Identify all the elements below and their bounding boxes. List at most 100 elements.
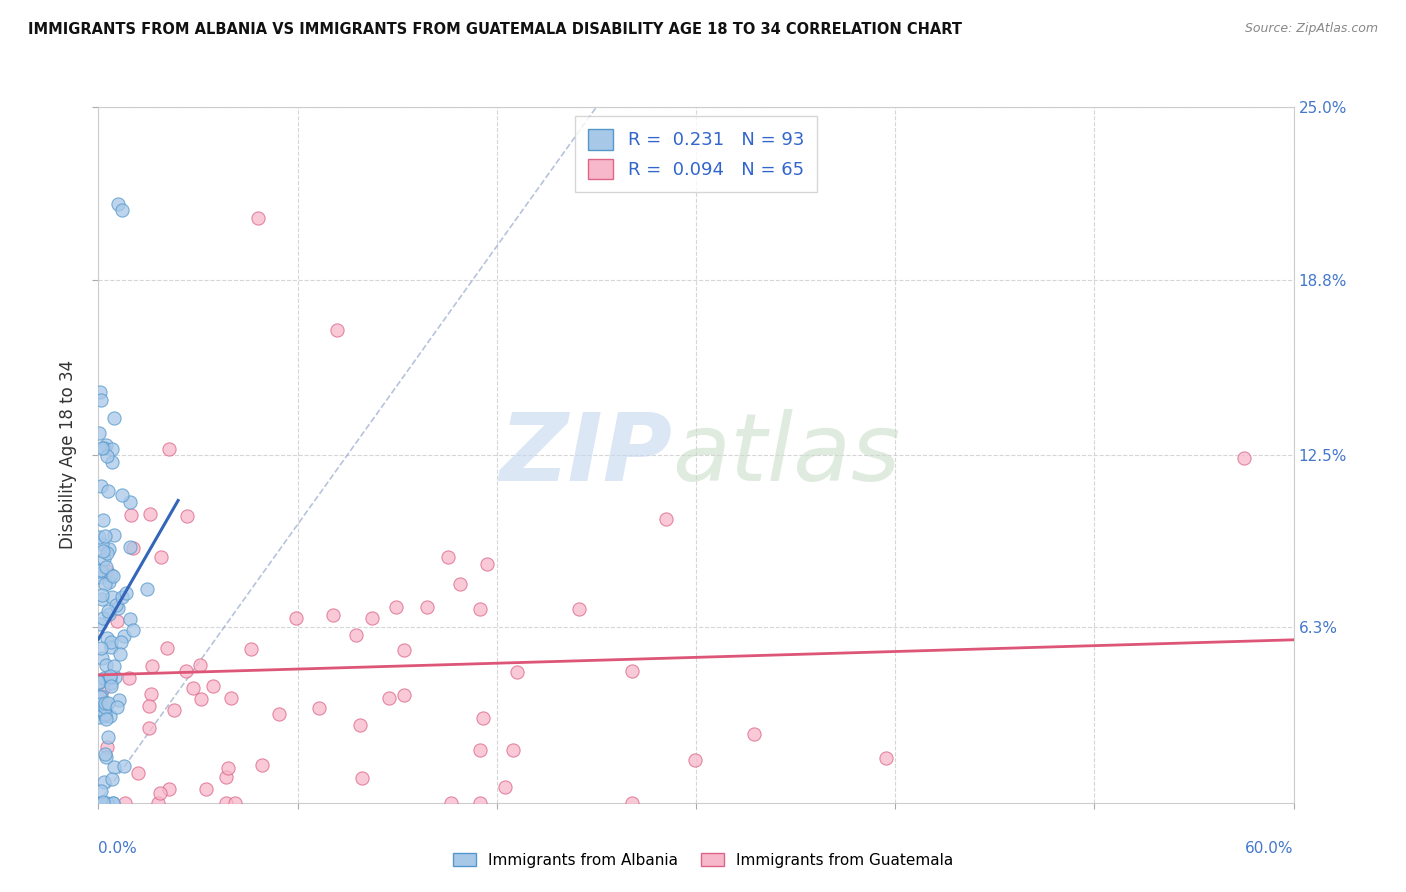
Point [97,604,120,618]
Point [157,442,180,457]
Point [217,761,239,775]
Point [101,569,124,583]
Point [308,700,330,714]
Point [655,512,678,526]
Point [94,707,117,722]
Point [149,785,172,799]
Point [97,574,120,589]
Point [378,690,401,705]
Point [127,766,149,780]
Point [90,689,112,703]
Point [90,479,112,493]
Point [94,699,117,714]
Point [176,509,198,524]
Point [122,541,145,555]
Point [141,658,163,673]
Point [240,642,263,657]
Point [138,721,160,735]
Point [94,747,117,761]
Point [100,635,122,649]
Point [100,669,122,683]
Point [108,647,131,661]
Point [91,795,114,809]
Point [118,612,141,626]
Point [94,577,117,591]
Point [322,607,344,622]
Point [100,590,122,604]
Point [89,425,111,440]
Point [157,781,180,796]
Point [97,607,120,621]
Point [120,540,142,554]
Point [91,536,114,550]
Point [150,550,173,565]
Point [494,780,516,794]
Y-axis label: Disability Age 18 to 34: Disability Age 18 to 34 [59,360,77,549]
Point [91,441,114,455]
Point [103,796,125,810]
Point [100,455,122,469]
Point [385,600,408,615]
Point [96,631,118,645]
Point [97,484,120,499]
Point [89,690,111,704]
Point [105,699,128,714]
Point [90,784,112,798]
Point [96,559,118,574]
Point [101,442,124,456]
Point [97,542,120,557]
Point [118,671,141,685]
Point [502,743,524,757]
Point [148,796,170,810]
Point [101,772,124,787]
Point [112,759,135,773]
Point [361,610,384,624]
Point [392,688,415,702]
Point [98,671,121,685]
Point [96,546,118,560]
Point [98,708,121,723]
Point [215,770,238,784]
Point [89,384,111,399]
Point [250,757,273,772]
Point [94,696,117,710]
Point [115,586,138,600]
Point [94,709,117,723]
Legend: R =  0.231   N = 93, R =  0.094   N = 65: R = 0.231 N = 93, R = 0.094 N = 65 [575,116,817,192]
Point [440,796,463,810]
Point [96,796,118,810]
Point [91,796,114,810]
Point [89,617,111,632]
Point [94,750,117,764]
Point [111,202,134,217]
Point [114,796,136,810]
Point [120,495,142,509]
Point [94,712,117,726]
Point [96,449,118,463]
Point [89,570,111,584]
Point [107,601,129,615]
Point [89,796,111,810]
Point [90,641,112,656]
Point [94,658,117,673]
Point [138,699,160,714]
Point [105,599,128,613]
Text: atlas: atlas [672,409,900,500]
Point [96,739,118,754]
Point [103,411,125,425]
Point [93,552,115,566]
Point [202,679,225,693]
Point [477,557,499,571]
Point [344,628,367,642]
Point [139,687,162,701]
Point [683,753,706,767]
Point [506,665,529,680]
Point [91,544,114,558]
Point [392,642,415,657]
Point [90,563,112,577]
Point [190,658,212,673]
Point [93,671,115,685]
Point [156,640,179,655]
Point [96,565,118,579]
Point [568,602,591,616]
